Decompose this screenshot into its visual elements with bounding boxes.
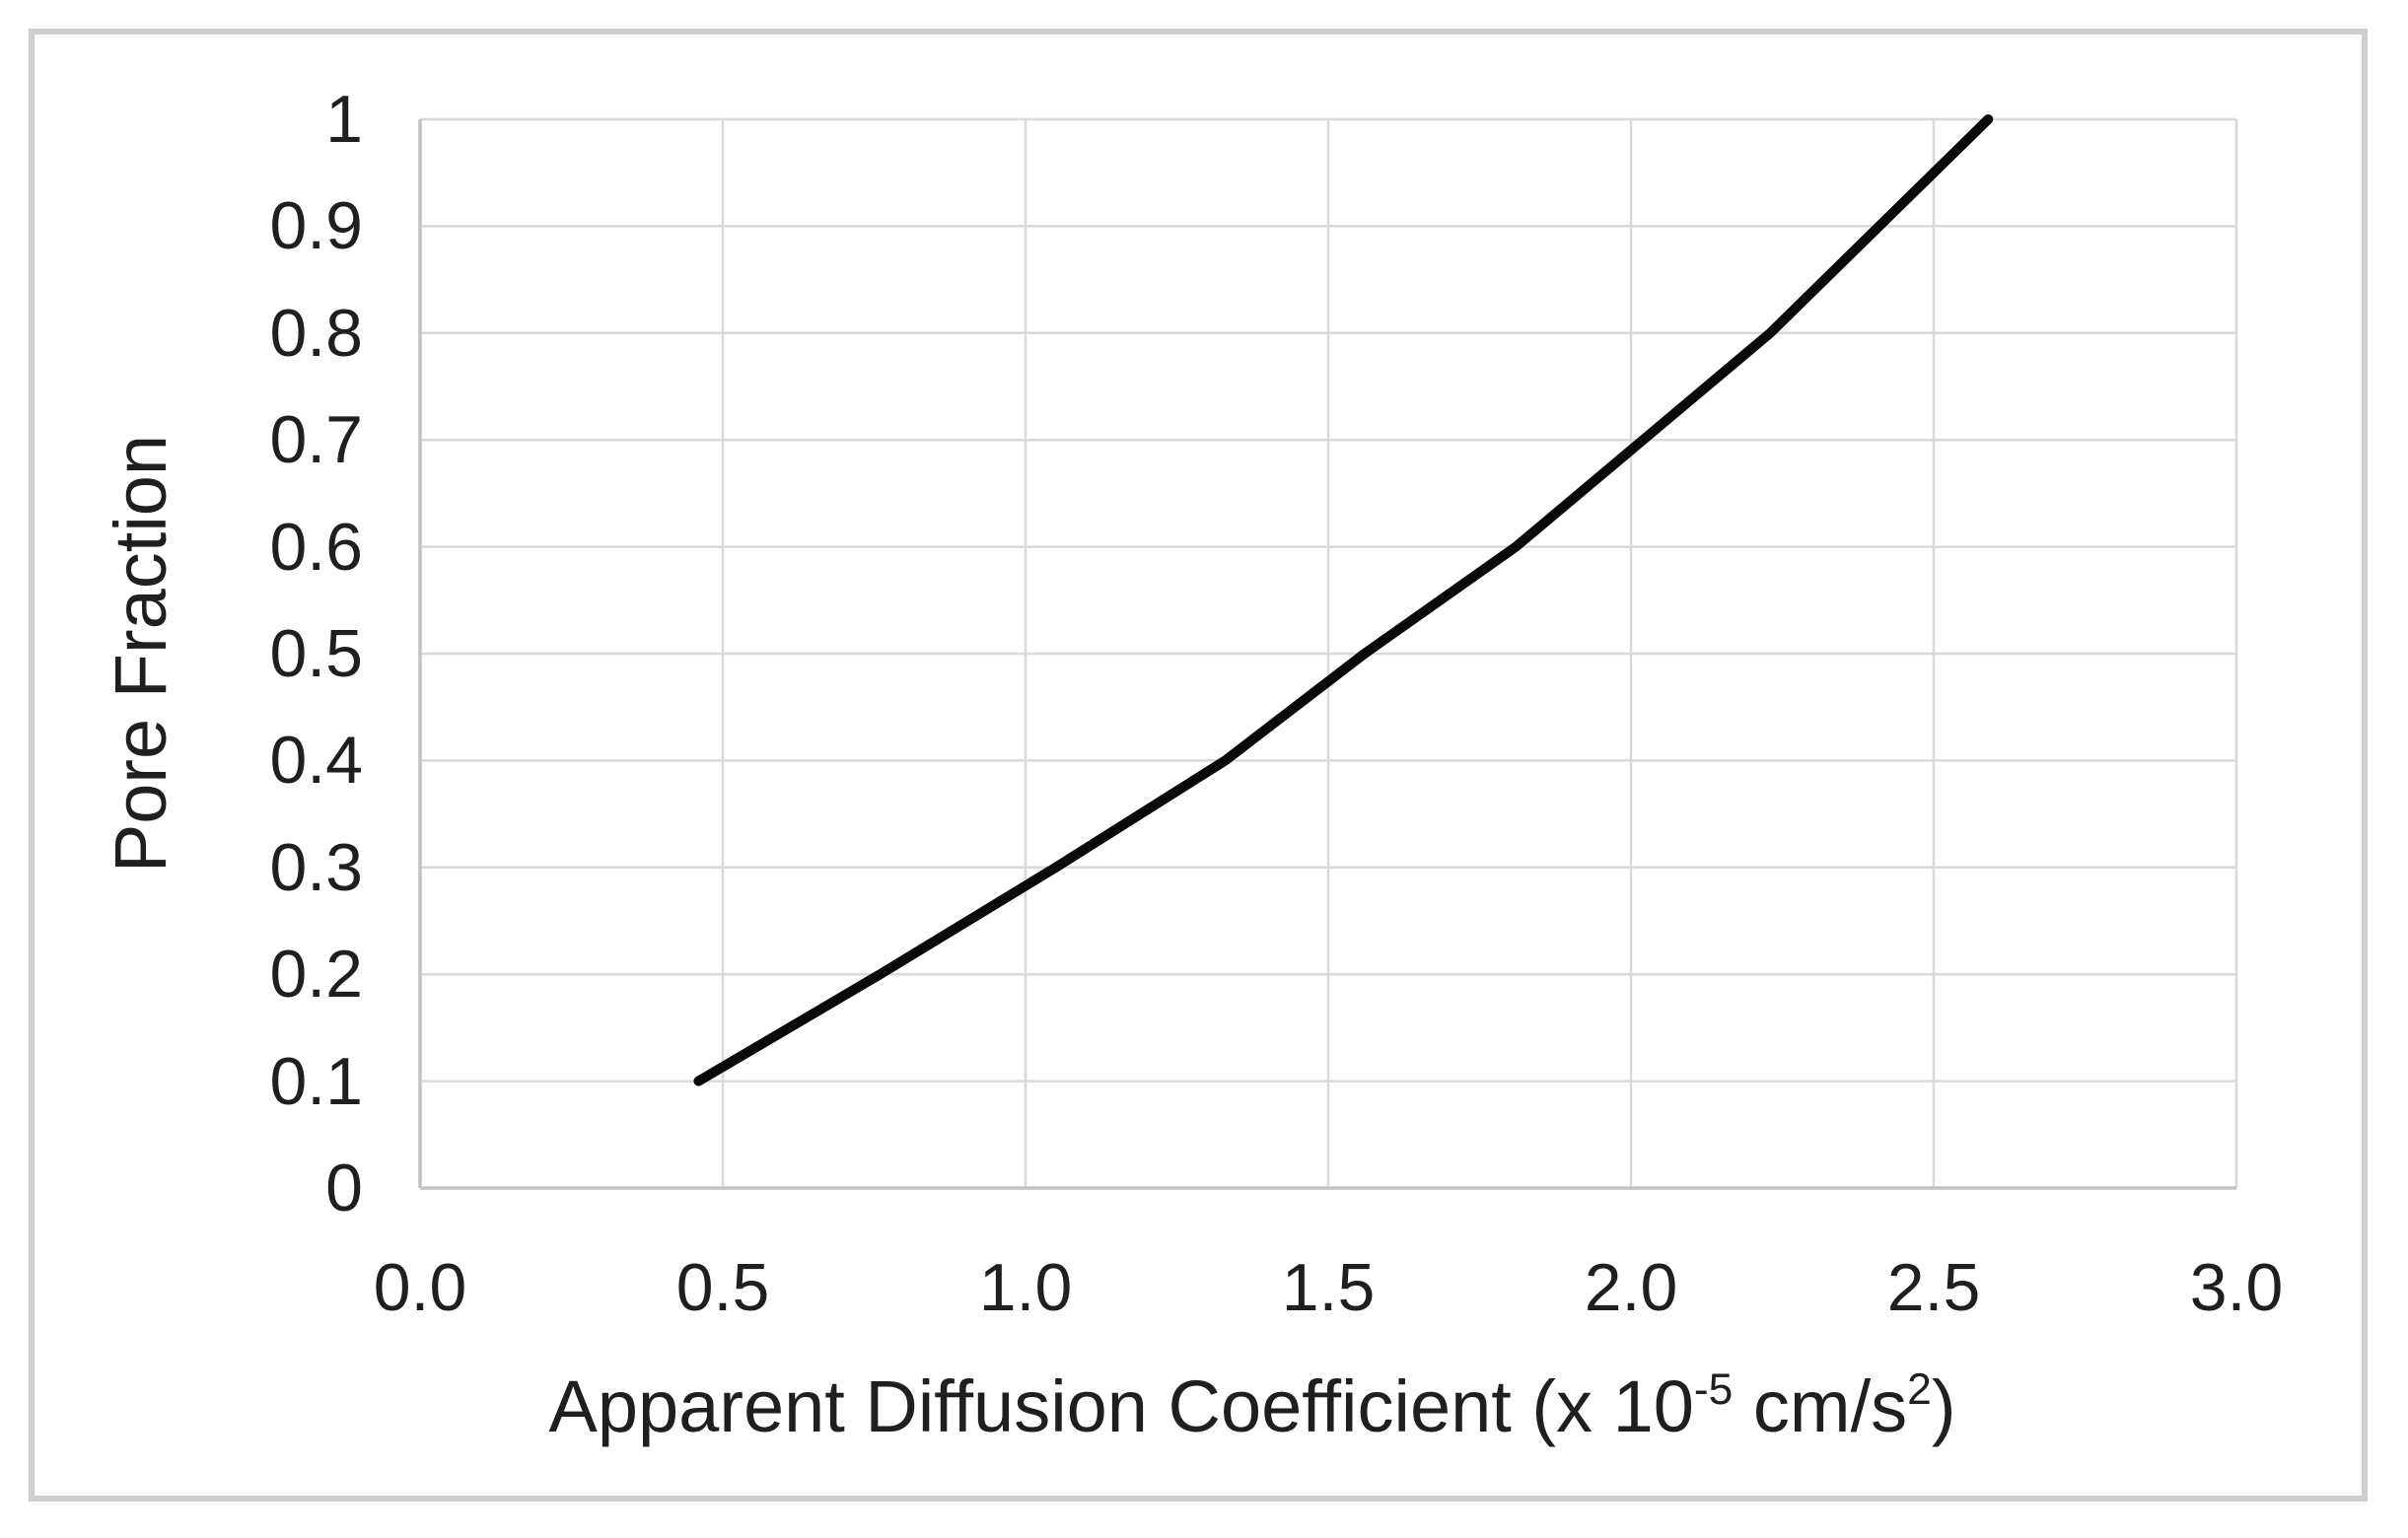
y-tick-label: 0.9 [269, 188, 363, 264]
y-tick-label: 1 [325, 82, 363, 157]
data-line [693, 114, 1994, 1086]
y-tick-label: 0.5 [269, 616, 363, 691]
series-line [693, 114, 1994, 1086]
y-tick-label: 0.6 [269, 509, 363, 585]
y-axis-title: Pore Fraction [100, 434, 181, 874]
y-tick-label: 0.2 [269, 937, 363, 1013]
x-axis-title-units-exponent: 2 [1907, 1365, 1932, 1415]
y-tick-label: 0.7 [269, 402, 363, 478]
x-tick-label: 0.0 [373, 1250, 467, 1325]
chart-border [29, 29, 2368, 1502]
x-tick-label: 1.0 [978, 1250, 1073, 1325]
x-tick-label: 2.0 [1584, 1250, 1678, 1325]
x-axis-title-close-paren: ) [1931, 1365, 1956, 1447]
gridlines [420, 117, 2238, 1188]
x-tick-label: 1.5 [1281, 1250, 1376, 1325]
y-tick-label: 0.1 [269, 1043, 363, 1119]
x-tick-label: 3.0 [2189, 1250, 2284, 1325]
y-tick-label: 0.4 [269, 723, 363, 799]
y-tick-label: 0.8 [269, 295, 363, 371]
x-tick-label: 2.5 [1886, 1250, 1981, 1325]
x-axis-title: Apparent Diffusion Coefficient (x 10-5 c… [270, 1363, 2234, 1451]
axis-lines [418, 119, 2236, 1190]
y-tick-label: 0.3 [269, 829, 363, 905]
x-axis-title-text: Apparent Diffusion Coefficient (x 10 [548, 1365, 1694, 1447]
x-tick-label: 0.5 [675, 1250, 770, 1325]
y-tick-label: 0 [325, 1151, 363, 1225]
x-axis-title-units: cm/s [1733, 1365, 1908, 1447]
x-axis-title-exponent: -5 [1693, 1365, 1734, 1415]
